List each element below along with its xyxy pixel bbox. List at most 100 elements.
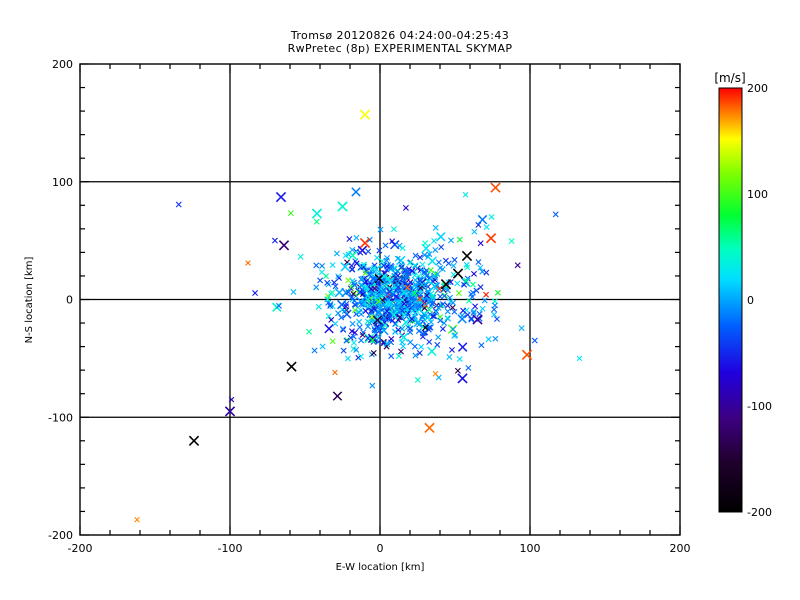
scatter-marker — [432, 370, 439, 377]
scatter-marker — [409, 268, 416, 275]
scatter-marker — [357, 249, 364, 256]
scatter-marker — [275, 302, 282, 309]
scatter-marker — [412, 262, 419, 269]
scatter-marker — [332, 283, 339, 290]
scatter-marker — [357, 353, 364, 360]
scatter-marker — [389, 238, 396, 245]
x-tick-label: 100 — [520, 542, 541, 555]
y-tick-label: -200 — [48, 529, 73, 542]
scatter-marker — [414, 376, 421, 383]
scatter-marker — [437, 265, 444, 272]
scatter-marker — [438, 244, 445, 251]
scatter-marker — [351, 281, 358, 288]
scatter-marker — [361, 261, 368, 268]
scatter-marker — [490, 182, 501, 193]
scatter-marker — [368, 313, 375, 320]
scatter-marker — [461, 250, 473, 262]
x-tick-label: -200 — [68, 542, 93, 555]
scatter-marker — [452, 332, 459, 339]
scatter-marker — [404, 310, 411, 317]
scatter-marker — [380, 262, 387, 269]
scatter-marker — [406, 298, 413, 305]
scatter-marker — [373, 324, 383, 334]
scatter-marker — [341, 308, 348, 315]
scatter-marker — [286, 361, 297, 372]
scatter-marker — [401, 274, 408, 281]
scatter-marker — [369, 382, 376, 389]
scatter-marker — [488, 213, 495, 220]
scatter-marker — [358, 337, 365, 344]
scatter-marker — [463, 277, 470, 284]
scatter-marker — [399, 245, 406, 252]
scatter-marker — [413, 302, 420, 309]
scatter-marker — [344, 355, 351, 362]
scatter-marker — [396, 255, 406, 266]
scatter-marker — [402, 204, 409, 211]
scatter-marker — [350, 339, 357, 346]
scatter-marker — [388, 310, 399, 320]
scatter-marker — [340, 262, 350, 272]
scatter-marker — [381, 315, 388, 322]
scatter-marker — [275, 191, 287, 203]
colorbar-tick-label: 100 — [747, 188, 768, 201]
scatter-marker — [366, 236, 373, 243]
scatter-marker — [353, 346, 360, 353]
scatter-marker — [429, 295, 436, 302]
figure-title-line1: Tromsø 20120826 04:24:00-04:25:43 — [290, 29, 510, 42]
scatter-marker — [451, 308, 458, 315]
scatter-marker — [188, 435, 200, 446]
scatter-marker — [343, 307, 350, 314]
colorbar-tick-label: -100 — [747, 400, 772, 413]
scatter-marker — [428, 319, 435, 326]
scatter-marker — [475, 221, 482, 228]
scatter-marker — [576, 355, 583, 362]
colorbar-border — [718, 87, 743, 513]
scatter-marker — [385, 275, 392, 282]
scatter-marker — [477, 214, 488, 225]
scatter-marker — [419, 261, 426, 268]
scatter-marker — [411, 343, 418, 350]
scatter-marker — [444, 302, 451, 309]
scatter-marker — [445, 260, 452, 267]
scatter-marker — [404, 305, 411, 312]
scatter-marker — [424, 288, 431, 295]
scatter-marker — [417, 294, 423, 301]
scatter-marker — [349, 246, 356, 253]
scatter-marker — [324, 323, 334, 334]
scatter-marker — [368, 290, 375, 297]
scatter-marker — [422, 324, 429, 331]
scatter-marker — [421, 305, 428, 312]
scatter-marker — [477, 240, 484, 247]
scatter-marker — [362, 308, 369, 315]
scatter-marker — [338, 314, 345, 321]
scatter-marker — [418, 343, 425, 350]
scatter-marker — [329, 289, 336, 296]
scatter-marker — [313, 218, 320, 225]
scatter-marker — [345, 251, 352, 258]
scatter-marker — [134, 516, 140, 523]
scatter-marker — [390, 226, 397, 233]
scatter-marker — [385, 276, 395, 287]
scatter-marker — [359, 291, 366, 298]
scatter-marker — [441, 293, 448, 300]
scatter-marker — [324, 296, 331, 303]
colorbar-gradient — [719, 88, 742, 512]
scatter-marker — [439, 325, 446, 332]
scatter-marker — [460, 307, 467, 314]
scatter-marker — [491, 306, 498, 313]
scatter-marker — [323, 273, 330, 280]
scatter-marker — [287, 210, 294, 217]
colorbar — [718, 87, 743, 513]
scatter-marker — [427, 267, 434, 274]
scatter-marker — [396, 299, 403, 306]
scatter-marker — [348, 283, 355, 290]
scatter-marker — [377, 226, 384, 233]
scatter-marker — [397, 348, 404, 355]
scatter-marker — [311, 208, 323, 219]
x-axis-label: E-W location [km] — [336, 562, 425, 573]
scatter-marker — [483, 269, 490, 276]
y-tick-label: 0 — [66, 294, 73, 307]
colorbar-tick-label: 0 — [747, 294, 754, 307]
scatter-marker — [381, 322, 388, 329]
scatter-marker — [454, 280, 461, 287]
